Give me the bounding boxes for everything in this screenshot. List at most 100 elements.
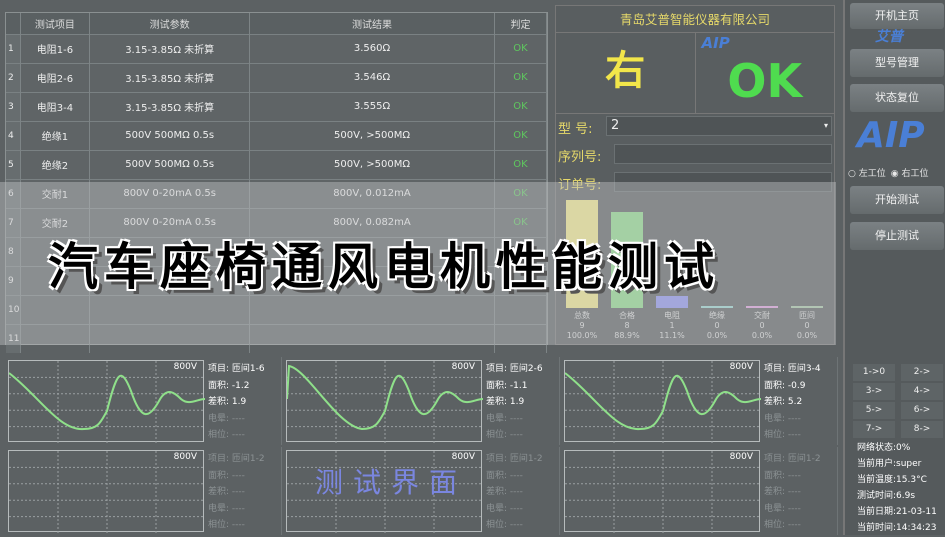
- channel-key-6[interactable]: 6->: [901, 402, 943, 419]
- order-label: 订单号:: [558, 178, 602, 193]
- network-status: 网络状态:0%: [857, 443, 911, 453]
- table-row[interactable]: 5 绝缘2 500V 500MΩ 0.5s 500V, >500MΩ OK: [6, 149, 547, 179]
- wave-diff: 差积: ----: [764, 487, 801, 497]
- wave-area: 面积: -1.1: [486, 380, 528, 391]
- wave-item: 项目: 匝间1-2: [486, 454, 543, 464]
- test-item: 电阻2-6: [20, 62, 91, 92]
- table-row[interactable]: 6 交耐1 800V 0-20mA 0.5s 800V, 0.012mA OK: [6, 178, 547, 208]
- radio-selected-icon: ◉: [890, 169, 899, 179]
- table-row[interactable]: 1 电阻1-6 3.15-3.85Ω 未折算 3.560Ω OK: [6, 33, 547, 63]
- voltage-label: 800V: [173, 362, 197, 372]
- table-row[interactable]: 8: [6, 236, 547, 266]
- left-station-radio[interactable]: ○ 左工位: [848, 169, 886, 179]
- title-banner: [0, 182, 836, 345]
- test-param: 800V 0-20mA 0.5s: [89, 178, 250, 208]
- waveform-panel: 800V 项目: 匝间1-2 面积: ---- 差积: ---- 电晕: ---- 相位…: [283, 447, 560, 535]
- waveform-plot: [564, 360, 762, 443]
- model-label: 型 号:: [558, 122, 593, 137]
- waveform-line: [564, 372, 762, 431]
- stat-count: 0: [804, 321, 810, 330]
- voltage-label: 800V: [451, 452, 475, 462]
- current-date: 当前日期:21-03-11: [857, 507, 937, 517]
- wave-corona: 电晕: ----: [764, 503, 801, 514]
- waveform-panel: 800V 项目: 匝间1-6 面积: -1.2 差积: 1.9 电晕: ---- 相位:…: [5, 357, 282, 445]
- right-station-radio[interactable]: ◉ 右工位: [890, 169, 929, 179]
- row-number: 4: [6, 120, 21, 150]
- voltage-label: 800V: [729, 362, 753, 372]
- test-item: 交耐1: [20, 178, 91, 208]
- row-number: 2: [6, 62, 21, 92]
- channel-key-8[interactable]: 8->: [901, 421, 943, 438]
- waveform-plot: [8, 450, 205, 533]
- waveform-panel: 800V 项目: 匝间1-2 面积: ---- 差积: ---- 电晕: ---- 相位…: [5, 447, 282, 535]
- voltage-label: 800V: [451, 362, 475, 372]
- test-result: 3.555Ω: [249, 91, 495, 121]
- table-row[interactable]: 11: [6, 323, 547, 353]
- sidebar: 开机主页 艾普 型号管理 状态复位 AIP ○ 左工位 ◉ 右工位 开始测试 停…: [843, 0, 945, 535]
- test-item: [20, 265, 91, 295]
- aip-cn-logo: 艾普: [875, 29, 903, 45]
- wave-diff: 差积: ----: [486, 487, 523, 497]
- stat-count: 9: [579, 321, 585, 330]
- channel-key-3[interactable]: 3->: [853, 383, 895, 400]
- wave-item: 项目: 匝间1-2: [764, 454, 821, 464]
- wave-item: 项目: 匝间1-6: [208, 364, 265, 374]
- verdict: OK: [494, 62, 547, 92]
- test-result: 800V, 0.082mA: [249, 207, 495, 237]
- model-select[interactable]: 2 ▾: [606, 116, 832, 136]
- bar-4: [746, 306, 778, 308]
- waveform-plot: [286, 450, 483, 533]
- wave-diff: 差积: 5.2: [764, 397, 803, 407]
- home-button[interactable]: 开机主页: [850, 3, 944, 29]
- wave-phase: 相位: ----: [208, 520, 245, 530]
- table-row[interactable]: 2 电阻2-6 3.15-3.85Ω 未折算 3.546Ω OK: [6, 62, 547, 92]
- verdict: [494, 265, 547, 295]
- test-results-table: 测试项目 测试参数 测试结果 判定 1 电阻1-6 3.15-3.85Ω 未折算 3.…: [5, 12, 548, 353]
- wave-area: 面积: ----: [486, 470, 523, 481]
- test-result: [249, 265, 495, 295]
- table-row[interactable]: 10: [6, 294, 547, 324]
- overall-result: OK: [727, 54, 803, 108]
- table-row[interactable]: 9: [6, 265, 547, 295]
- bar-label: 总数 9 100.0%: [560, 311, 604, 341]
- channel-key-1[interactable]: 1->0: [853, 364, 895, 381]
- verdict: [494, 236, 547, 266]
- model-management-button[interactable]: 型号管理: [850, 49, 944, 77]
- row-number: 10: [6, 294, 21, 324]
- row-number: 9: [6, 265, 21, 295]
- result-panel: 青岛艾普智能仪器有限公司 右 AIP OK 型 号: 2 ▾ 序列号: 订单号: …: [555, 5, 835, 345]
- stop-test-button[interactable]: 停止测试: [850, 222, 944, 250]
- channel-key-4[interactable]: 4->: [901, 383, 943, 400]
- table-row[interactable]: 7 交耐2 800V 0-20mA 0.5s 800V, 0.082mA OK: [6, 207, 547, 237]
- stat-pct: 0.0%: [751, 331, 773, 340]
- row-number: 6: [6, 178, 21, 208]
- current-user: 当前用户:super: [857, 459, 922, 469]
- bar-1: [611, 212, 643, 308]
- serial-label: 序列号:: [558, 150, 602, 165]
- wave-phase: 相位: ----: [486, 520, 523, 530]
- waveform-plot: [286, 360, 484, 443]
- channel-key-2[interactable]: 2->: [901, 364, 943, 381]
- voltage-label: 800V: [173, 452, 197, 462]
- wave-diff: 差积: ----: [208, 487, 245, 497]
- row-number: 8: [6, 236, 21, 266]
- state-reset-button[interactable]: 状态复位: [850, 84, 944, 112]
- start-test-button[interactable]: 开始测试: [850, 186, 944, 214]
- bar-label: 绝缘 0 0.0%: [695, 311, 739, 341]
- channel-key-5[interactable]: 5->: [853, 402, 895, 419]
- serial-input[interactable]: [614, 144, 832, 164]
- table-row[interactable]: 3 电阻3-4 3.15-3.85Ω 未折算 3.555Ω OK: [6, 91, 547, 121]
- test-param: [89, 265, 250, 295]
- row-number: 1: [6, 33, 21, 63]
- aip-logo: AIP: [701, 34, 730, 52]
- test-result: 500V, >500MΩ: [249, 149, 495, 179]
- bar-5: [791, 306, 823, 308]
- order-input[interactable]: [614, 172, 832, 192]
- channel-key-7[interactable]: 7->: [853, 421, 895, 438]
- table-row[interactable]: 4 绝缘1 500V 500MΩ 0.5s 500V, >500MΩ OK: [6, 120, 547, 150]
- row-number: 11: [6, 323, 21, 353]
- verdict: OK: [494, 33, 547, 63]
- wave-area: 面积: -1.2: [208, 380, 250, 391]
- row-number: 7: [6, 207, 21, 237]
- corner-cell: [6, 13, 21, 34]
